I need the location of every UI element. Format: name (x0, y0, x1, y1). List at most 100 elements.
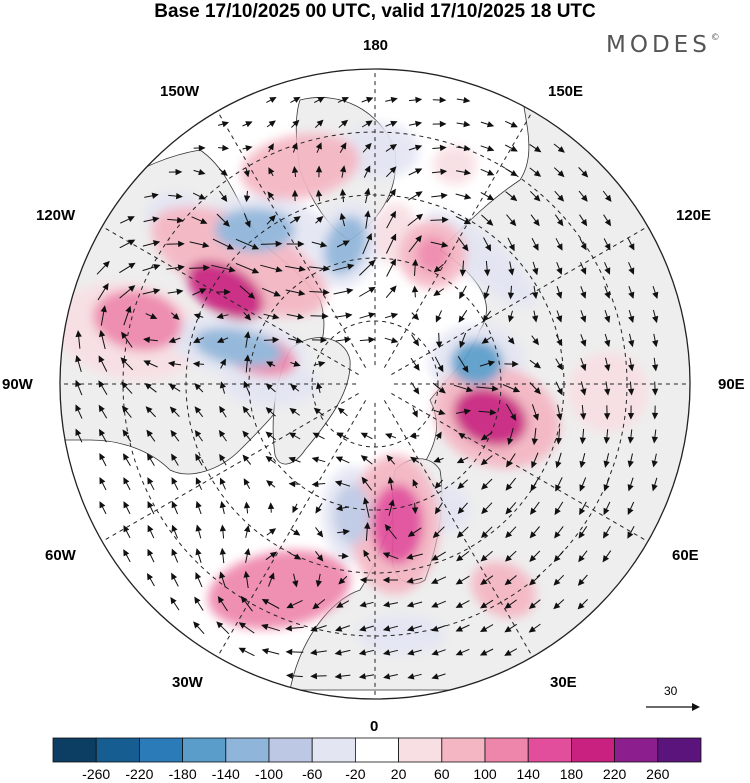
wind-vector (431, 168, 448, 176)
wind-vector (242, 430, 252, 441)
wind-vector (603, 429, 611, 444)
wind-vector (238, 647, 255, 657)
wind-vector (480, 599, 494, 609)
wind-vector (480, 121, 495, 128)
wind-vector (504, 144, 518, 152)
wind-vector (407, 649, 422, 656)
wind-vector (244, 331, 251, 348)
wind-vector (99, 452, 107, 467)
wind-vector (315, 573, 322, 588)
wind-vector (651, 405, 659, 420)
wind-vector (504, 120, 518, 128)
wind-vector (359, 286, 376, 297)
wind-vector (556, 286, 563, 299)
wind-vector (506, 214, 517, 227)
wind-vector (604, 381, 611, 396)
colorbar-label: -100 (254, 766, 284, 782)
wind-vector (430, 241, 449, 248)
wind-vector (216, 312, 229, 320)
wind-vector (235, 238, 260, 250)
wind-vector (529, 382, 541, 395)
wind-vector (195, 572, 203, 588)
wind-vector (457, 237, 469, 252)
wind-vector (171, 548, 179, 563)
wind-vector (431, 551, 446, 561)
wind-vector (480, 431, 493, 441)
wind-vector (406, 625, 423, 632)
wind-vector (358, 649, 375, 656)
wind-vector (627, 453, 634, 468)
colorbar-label: 220 (602, 766, 627, 782)
wind-vector (146, 429, 156, 442)
wind-vector (100, 305, 107, 326)
wind-vector (578, 167, 589, 178)
wind-vector (457, 355, 469, 373)
wind-vector (530, 501, 540, 515)
wind-vector (604, 309, 611, 324)
wind-vector (602, 190, 612, 202)
wind-vector (555, 428, 563, 445)
wind-vector (75, 379, 83, 396)
wind-vector (603, 238, 611, 251)
wind-vector (382, 576, 399, 584)
wind-vector (290, 360, 301, 367)
wind-vector (244, 354, 251, 373)
wind-vector (410, 456, 420, 464)
wind-vector (627, 429, 635, 444)
label-lon-150e: 150E (548, 83, 584, 100)
wind-vector (219, 524, 227, 539)
wind-vector (360, 432, 373, 440)
wind-vector (529, 143, 542, 153)
wind-vector (455, 193, 472, 200)
wind-vector (433, 409, 446, 416)
wind-vector (99, 501, 107, 515)
label-lon-0: 0 (370, 718, 379, 735)
wind-vector (386, 210, 396, 229)
red-anomaly-canada-west (93, 289, 183, 351)
wind-vector (289, 216, 301, 224)
wind-vector (382, 601, 398, 608)
geopotential-anomaly-field (60, 122, 648, 655)
wind-vector (456, 456, 469, 464)
wind-vector (481, 478, 493, 490)
modes-logo: MODES© (606, 32, 720, 58)
wind-vector (99, 476, 107, 491)
wind-vector (531, 427, 538, 446)
wind-vector (189, 241, 210, 248)
wind-vector (410, 357, 420, 371)
wind-vector (408, 235, 422, 253)
wind-vector (168, 337, 181, 344)
wind-vector (123, 501, 131, 515)
wind-vector (217, 596, 228, 612)
wind-vector (508, 261, 515, 276)
wind-vector (407, 673, 422, 680)
wind-vector (316, 382, 323, 393)
wind-vector (358, 673, 375, 680)
wind-vector (385, 120, 398, 127)
wind-vector (337, 97, 350, 103)
meridian-line (217, 110, 367, 368)
wind-vector (364, 522, 371, 541)
blue-anomaly-labrador (193, 327, 283, 367)
meridian-line (383, 400, 533, 658)
wind-vector (194, 596, 204, 611)
wind-vector (432, 382, 446, 394)
wind-vector (385, 143, 398, 152)
wind-vector (292, 503, 299, 514)
wind-vector (555, 238, 563, 251)
wind-vector (385, 96, 398, 103)
wind-vector (407, 527, 422, 537)
wind-vector (336, 432, 349, 440)
wind-vector (530, 214, 540, 227)
colorbar-label: -220 (125, 766, 154, 782)
wind-vector (243, 190, 251, 203)
wind-vector (167, 360, 182, 368)
wind-vector (123, 453, 131, 467)
colorbar-swatch (354, 737, 399, 763)
wind-vector (289, 552, 302, 560)
wind-vector (383, 673, 398, 680)
wind-vector (311, 336, 328, 344)
wind-vector (433, 263, 444, 273)
wind-vector (315, 527, 324, 538)
wind-vector (312, 432, 325, 440)
